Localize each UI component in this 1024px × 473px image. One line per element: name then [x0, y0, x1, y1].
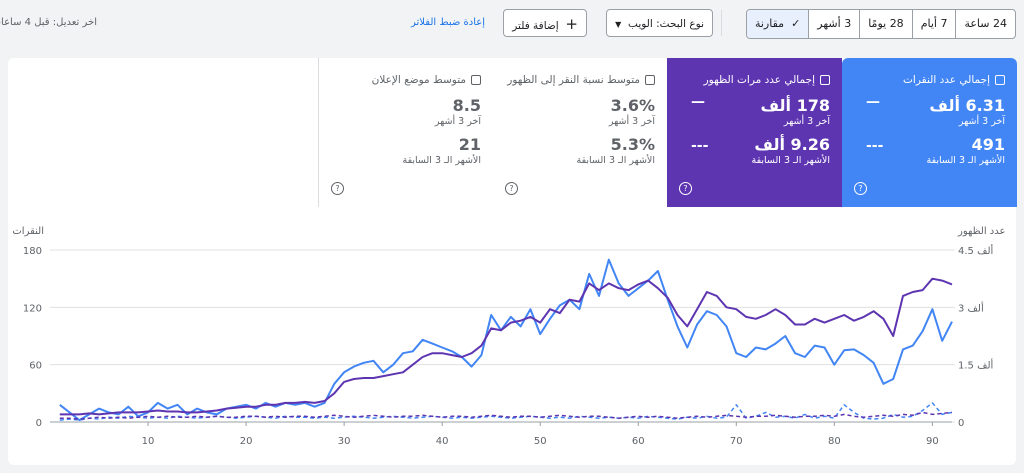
y2-tick-label: 0	[958, 418, 964, 429]
check-icon: ✓	[791, 17, 801, 30]
x-tick-label: 10	[142, 436, 155, 447]
y2-tick-label: 1.5 ألف	[958, 359, 993, 372]
previous-period-line	[59, 411, 953, 420]
card-period: آخر 3 أشهر	[434, 116, 481, 127]
checkbox[interactable]	[995, 75, 1005, 85]
x-tick-label: 50	[534, 436, 547, 447]
help-icon[interactable]: ?	[854, 182, 867, 195]
checkbox[interactable]	[645, 75, 655, 85]
separator	[721, 10, 722, 36]
card-title: إجمالي عدد مرات الظهور	[703, 74, 815, 86]
range-button[interactable]: 7 أيام	[911, 10, 956, 38]
card-value: 6.31 ألف	[929, 96, 1005, 115]
last-update-text: آخر تعديل: قبل 4 ساعات	[0, 17, 97, 28]
add-filter-button[interactable]: + إضافة فلتر	[503, 9, 587, 37]
card-compare-value: 9.26 ألف	[754, 135, 830, 154]
card-period: آخر 3 أشهر	[783, 116, 830, 127]
card-title-row: متوسط موضع الإعلان	[331, 74, 481, 86]
plus-icon: +	[565, 15, 578, 33]
reset-filters-link[interactable]: إعادة ضبط الفلاتر	[411, 17, 485, 28]
range-button[interactable]: 28 يومًا	[859, 10, 911, 38]
x-tick-label: 40	[436, 436, 449, 447]
x-tick-label: 70	[730, 436, 743, 447]
card-title-row: إجمالي عدد النقرات	[854, 74, 1005, 86]
range-button[interactable]: 3 أشهر	[808, 10, 859, 38]
x-tick-label: 20	[240, 436, 253, 447]
card-compare-value: 5.3%	[610, 135, 655, 154]
help-icon[interactable]: ?	[331, 182, 344, 195]
help-icon[interactable]: ?	[679, 182, 692, 195]
card-compare-value: 491	[971, 135, 1005, 154]
card-title: إجمالي عدد النقرات	[903, 74, 990, 86]
checkbox[interactable]	[820, 75, 830, 85]
series-line	[59, 258, 953, 422]
card-title-row: إجمالي عدد مرات الظهور	[679, 74, 830, 86]
card-title: متوسط موضع الإعلان	[371, 74, 466, 86]
checkbox[interactable]	[471, 75, 481, 85]
card-value: 8.5	[452, 96, 481, 115]
dropdown-arrow: ▼	[615, 20, 622, 29]
metric-card[interactable]: متوسط موضع الإعلان 8.5 آخر 3 أشهر 21 الأ…	[318, 58, 493, 207]
card-compare-period: الأشهر الـ 3 السابقة	[926, 155, 1005, 166]
y-tick-label: 120	[23, 303, 42, 314]
card-compare-period: الأشهر الـ 3 السابقة	[576, 155, 655, 166]
card-title: متوسط نسبة النقر إلى الظهور	[507, 74, 640, 86]
legend-dashed: ---	[866, 138, 884, 154]
x-tick-label: 80	[828, 436, 841, 447]
y2-axis-title: عدد الظهور	[957, 226, 1005, 237]
y-tick-label: 60	[29, 361, 42, 372]
last-update: آخر تعديل: قبل 4 ساعات	[0, 17, 97, 28]
card-value: 3.6%	[610, 96, 655, 115]
card-compare-period: الأشهر الـ 3 السابقة	[402, 155, 481, 166]
x-tick-label: 90	[926, 436, 939, 447]
card-title-row: متوسط نسبة النقر إلى الظهور	[505, 74, 655, 86]
card-period: آخر 3 أشهر	[608, 116, 655, 127]
series-line	[59, 277, 953, 416]
y-axis-title: النقرات	[12, 226, 44, 237]
search-type-button[interactable]: نوع البحث: الويب ▼	[606, 9, 713, 37]
y-tick-label: 0	[36, 418, 42, 429]
search-type-label: نوع البحث: الويب	[628, 18, 704, 30]
card-compare-value: 21	[458, 135, 481, 154]
legend-dashed: ---	[691, 138, 709, 154]
y2-tick-label: 3 ألف	[958, 301, 984, 314]
x-tick-label: 60	[632, 436, 645, 447]
card-compare-period: الأشهر الـ 3 السابقة	[751, 155, 830, 166]
metric-card[interactable]: إجمالي عدد مرات الظهور 178 ألف آخر 3 أشه…	[667, 58, 842, 207]
x-tick-label: 30	[338, 436, 351, 447]
legend-solid: —	[691, 94, 705, 110]
metric-card[interactable]: إجمالي عدد النقرات 6.31 ألف آخر 3 أشهر 4…	[842, 58, 1017, 207]
help-icon[interactable]: ?	[505, 182, 518, 195]
card-value: 178 ألف	[760, 96, 830, 115]
card-period: آخر 3 أشهر	[958, 116, 1005, 127]
compare-label: مقارنة	[754, 17, 785, 30]
y2-tick-label: 4.5 ألف	[958, 244, 993, 257]
add-filter-label: إضافة فلتر	[512, 20, 559, 32]
compare-button[interactable]: ✓ مقارنة	[746, 10, 809, 38]
range-button[interactable]: 24 ساعة	[955, 10, 1015, 38]
y-tick-label: 180	[23, 246, 42, 257]
date-range-group: 24 ساعة 7 أيام 28 يومًا 3 أشهر ✓ مقارنة	[745, 9, 1016, 39]
metric-card[interactable]: متوسط نسبة النقر إلى الظهور 3.6% آخر 3 أ…	[492, 58, 667, 207]
legend-solid: —	[866, 94, 880, 110]
